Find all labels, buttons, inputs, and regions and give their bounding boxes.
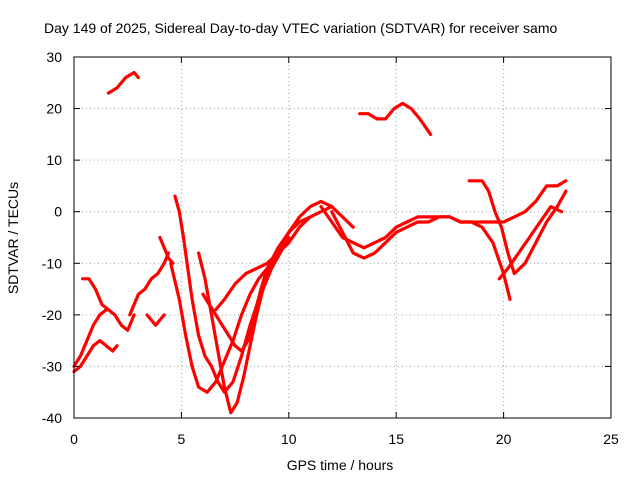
series-arc-4 [128, 251, 171, 317]
y-tick-label: -40 [42, 410, 62, 426]
series-arc-13 [330, 210, 512, 301]
y-tick-label: 0 [54, 204, 62, 220]
series-arc-6 [158, 235, 175, 265]
series-arc-5 [145, 313, 166, 327]
chart-title: Day 149 of 2025, Sidereal Day-to-day VTE… [44, 20, 557, 36]
series-arc-7 [106, 70, 140, 95]
y-axis-label: SDTVAR / TECUs [5, 182, 21, 294]
series-arc-15 [358, 101, 433, 136]
series-arc-17 [480, 179, 568, 224]
x-tick-labels: 0 5 10 15 20 25 [70, 431, 619, 447]
series-arc-18 [497, 205, 564, 281]
series-arc-16 [467, 179, 568, 276]
x-tick-label: 15 [388, 431, 404, 447]
x-axis-label: GPS time / hours [287, 457, 394, 473]
y-tick-labels: 30 20 10 0 -10 -20 -30 -40 [42, 49, 62, 426]
series-arc-2 [81, 277, 136, 332]
x-tick-label: 20 [496, 431, 512, 447]
series-arc-10 [197, 235, 291, 415]
series-arc-14 [319, 205, 484, 250]
y-tick-label: -20 [42, 307, 62, 323]
series-arc-8 [173, 194, 355, 394]
series-arc-12 [214, 205, 334, 312]
series-arc-9 [169, 261, 269, 394]
series-arc-3 [72, 308, 108, 368]
axis-ticks [73, 56, 612, 419]
y-tick-label: 30 [46, 49, 62, 65]
y-tick-label: 10 [46, 152, 62, 168]
x-tick-label: 0 [70, 431, 78, 447]
grid [74, 57, 611, 418]
y-tick-label: -10 [42, 255, 62, 271]
series-group [72, 70, 568, 415]
plot-frame [73, 56, 612, 419]
y-tick-label: -30 [42, 358, 62, 374]
series-arc-11 [201, 215, 312, 353]
x-tick-label: 25 [603, 431, 619, 447]
x-tick-label: 5 [178, 431, 186, 447]
series-arc-1 [72, 339, 119, 374]
y-tick-label: 20 [46, 101, 62, 117]
x-tick-label: 10 [281, 431, 297, 447]
